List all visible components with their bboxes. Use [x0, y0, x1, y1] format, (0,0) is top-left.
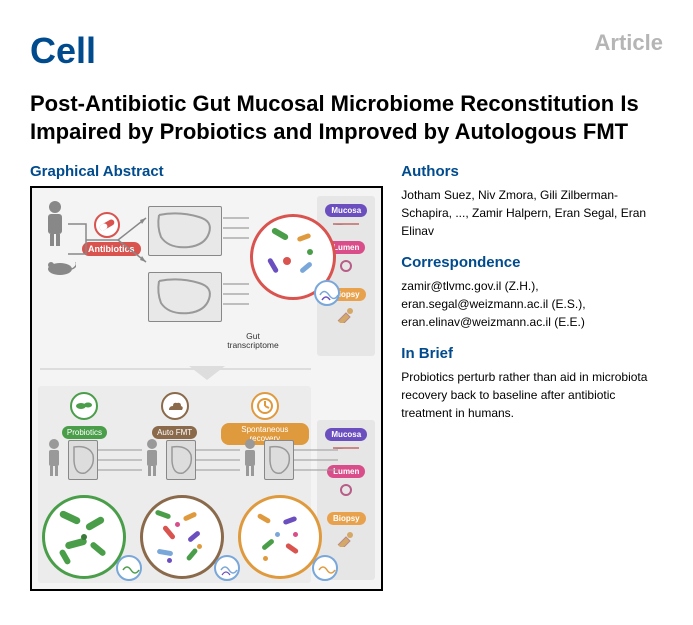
gut-transcriptome-label: Gut transcriptome: [223, 332, 283, 351]
biopsy-label-2: Biopsy: [327, 512, 366, 525]
inbrief-text: Probiotics perturb rather than aid in mi…: [401, 368, 663, 422]
correspondence-heading: Correspondence: [401, 254, 663, 271]
sample-lines-b1: [98, 442, 142, 482]
probiotics-tag: Probiotics: [62, 426, 107, 439]
mini-circle-b3: [312, 555, 338, 581]
probiotics-icon: [70, 392, 98, 420]
sample-lines-b3: [294, 442, 338, 482]
human-silhouette-icon: [42, 200, 68, 248]
gut-diagram-b1: [68, 440, 98, 480]
authors-list: Jotham Suez, Niv Zmora, Gili Zilberman-S…: [401, 186, 663, 240]
article-title: Post-Antibiotic Gut Mucosal Microbiome R…: [30, 90, 663, 145]
lumen-icon-2: [340, 484, 352, 496]
result-circle-autofmt: [140, 495, 224, 579]
human-icon-1: [44, 438, 64, 478]
correspondence-list: zamir@tlvmc.gov.il (Z.H.), eran.segal@we…: [401, 277, 663, 331]
gut-diagram-b2: [166, 440, 196, 480]
mucosa-label-2: Mucosa: [325, 428, 367, 441]
autofmt-column: Auto FMT: [131, 392, 218, 440]
sample-lines-b2: [196, 442, 240, 482]
panel-divider: [40, 368, 311, 370]
probiotics-column: Probiotics: [41, 392, 128, 440]
flow-arrows-top: [68, 214, 148, 274]
biopsy-icon-2: [336, 531, 356, 547]
article-type-label: Article: [595, 30, 663, 56]
result-circle-probiotics: [42, 495, 126, 579]
spontaneous-column: Spontaneous recovery: [221, 392, 308, 446]
human-icon-2: [142, 438, 162, 478]
mini-circle-b1: [116, 555, 142, 581]
top-panel: Antibiotics Gut transcriptome: [40, 194, 340, 364]
bottom-panel: Probiotics Auto FMT Spontaneous recovery: [38, 386, 311, 583]
graphical-abstract-figure: Mucosa Lumen Biopsy Mucosa Lumen Biopsy: [30, 186, 383, 591]
journal-name: Cell: [30, 30, 663, 72]
autofmt-icon: [161, 392, 189, 420]
gut-diagram-bottom: [148, 272, 222, 322]
mini-circle-b2: [214, 555, 240, 581]
panel-divider-arrow: [189, 366, 225, 380]
sample-lines-top: [223, 208, 249, 328]
authors-heading: Authors: [401, 163, 663, 180]
human-icon-3: [240, 438, 260, 478]
gut-diagram-b3: [264, 440, 294, 480]
spontaneous-icon: [251, 392, 279, 420]
lumen-icon: [340, 260, 352, 272]
inbrief-heading: In Brief: [401, 345, 663, 362]
mini-circle-top: [314, 280, 340, 306]
gut-diagram-top: [148, 206, 222, 256]
graphical-abstract-heading: Graphical Abstract: [30, 163, 383, 180]
result-circle-spontaneous: [238, 495, 322, 579]
